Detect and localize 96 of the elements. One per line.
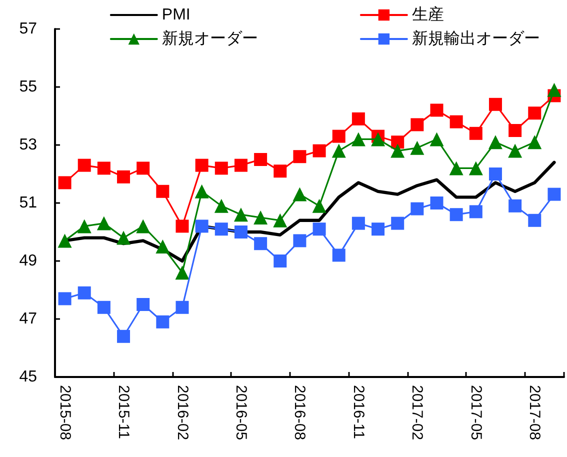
point [508,144,522,158]
point [96,216,111,230]
point [332,144,346,158]
point [391,216,404,230]
point [136,162,150,175]
point [77,219,92,234]
y-tick-label: 55 [19,78,38,96]
point [273,213,288,228]
point [528,214,542,227]
point [136,219,150,234]
point [488,135,502,150]
x-tick-label: 2015-11 [115,385,132,439]
point [117,330,130,343]
point [116,230,131,245]
point [78,286,91,300]
point [468,161,483,176]
y-tick-label: 57 [19,20,38,38]
point [214,162,228,175]
point [195,158,208,172]
point [195,220,208,233]
legend-label: 生産 [412,6,444,24]
point [176,300,189,314]
point [58,292,72,306]
point [410,140,424,155]
x-tick-label: 2017-05 [467,385,484,440]
point [430,132,444,146]
point [156,240,170,254]
point [488,98,502,111]
x-tick-label: 2016-05 [232,385,250,440]
y-tick-label: 45 [19,368,38,386]
point [528,135,542,150]
point [391,136,404,149]
legend-label: 新規輸出オーダー [412,30,540,48]
point [176,220,189,233]
y-tick-label: 47 [19,310,38,328]
point [410,202,424,216]
point [234,226,248,238]
point [450,115,463,128]
point [117,170,130,184]
point [371,132,386,146]
y-tick-label: 49 [19,252,38,270]
x-tick-label: 2017-08 [526,385,544,440]
point [488,168,502,180]
point [390,144,405,158]
point [78,158,91,172]
x-tick-label: 2016-08 [291,385,308,440]
point [469,205,482,218]
point [508,199,522,212]
point [548,188,561,201]
point [469,126,482,140]
point [410,118,424,132]
point [352,112,365,126]
point [194,184,209,198]
point [97,300,110,314]
point [156,184,170,198]
point [97,162,110,175]
point [156,315,170,328]
point [430,196,444,210]
point [430,104,444,117]
point [293,234,306,248]
point [58,234,72,248]
point [372,222,385,236]
point [274,254,287,268]
x-tick-label: 2015-08 [56,385,74,440]
legend-label: PMI [162,6,190,24]
legend-label: 新規オーダー [162,30,258,48]
x-tick-label: 2017-02 [408,385,426,440]
point [254,153,268,166]
point [528,106,542,120]
point [214,222,228,236]
y-tick-label: 51 [19,194,38,212]
x-tick-label: 2016-02 [174,385,191,440]
point [136,298,150,311]
point [254,210,268,224]
point [352,216,365,230]
point [332,248,346,262]
point [449,161,464,176]
x-tick-label: 2016-11 [350,385,367,439]
point [58,176,72,190]
point [214,198,228,213]
point [508,124,522,137]
point [274,164,287,178]
point [234,158,248,172]
point [547,82,562,97]
point [293,150,306,164]
point [332,130,346,143]
point [312,144,326,158]
point [175,266,190,280]
y-tick-label: 53 [19,136,38,154]
point [312,198,326,213]
point [312,222,326,236]
point [450,208,463,222]
point [234,208,248,222]
point [351,132,366,146]
point [254,237,268,250]
point [292,187,307,202]
